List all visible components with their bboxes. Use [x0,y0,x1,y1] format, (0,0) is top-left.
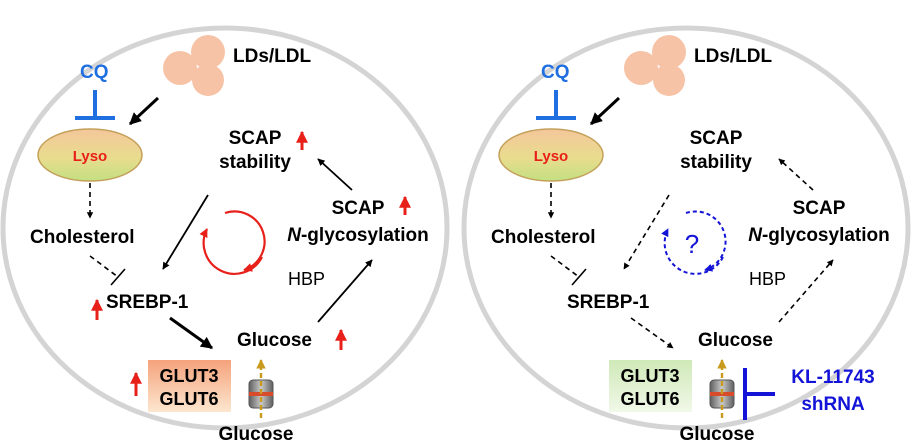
left-hbp-label: HBP [288,269,325,289]
right-srebp-label: SREBP-1 [567,292,650,313]
left-lds-label: LDs/LDL [233,46,312,67]
right-question-mark: ? [685,229,699,259]
left-cq-label: CQ [80,62,109,83]
right-inhibitor-label-2: shRNA [801,394,865,415]
left-scap-glyco-n: N [287,225,302,246]
left-scap-glyco-label-1: SCAP [332,198,385,219]
right-panel: LDs/LDL CQ Lyso Cholesterol SCAP stabili… [461,25,911,443]
left-lysosome [37,128,143,182]
right-glut6-label: GLUT6 [620,389,679,409]
left-glyco-to-stability-arrow [317,158,353,191]
right-cell-membrane [461,25,911,431]
right-glucose-outer-label: Glucose [680,424,755,443]
right-cholesterol-inhibit-bar [571,268,587,286]
left-srebp-label: SREBP-1 [106,292,189,313]
left-glucose-outer-label: Glucose [219,424,294,443]
left-lipid-droplets-icon [163,35,225,96]
left-glut6-label: GLUT6 [159,389,218,409]
right-glucose-inner-label: Glucose [698,330,773,351]
right-scap-stability-label-1: SCAP [690,128,743,149]
right-glut-box [609,360,692,412]
left-cholesterol-inhibit-bar [110,268,126,286]
right-cholesterol-label: Cholesterol [491,227,596,248]
left-glucose-inner-label: Glucose [237,330,312,351]
right-inhibitor-label-1: KL-11743 [791,367,874,388]
left-cell-membrane [0,25,450,431]
right-lyso-label: Lyso [534,148,568,165]
right-scap-glyco-rest: -glycosylation [762,225,890,246]
right-cq-label: CQ [541,62,570,83]
left-feedback-loop-icon [199,210,266,275]
left-scap-stability-label-2: stability [219,152,291,173]
right-lds-to-lyso-arrow [589,96,621,126]
right-lysosome [498,128,604,182]
right-lds-label: LDs/LDL [694,46,773,67]
right-scap-glyco-n: N [748,225,763,246]
right-hbp-label: HBP [749,269,786,289]
left-lds-to-lyso-arrow [128,96,160,126]
left-transporter-channel-icon [248,359,274,418]
right-transporter-channel-icon [709,359,735,418]
left-glucose-to-glyco-arrow [317,259,373,323]
right-cholesterol-inhibit-srebp [550,255,580,278]
left-stability-to-srebp-arrow [162,194,209,270]
left-panel: LDs/LDL CQ Lyso Cholesterol SCAP stabili… [0,25,450,443]
right-glucose-to-glyco-arrow [778,259,834,323]
right-lipid-droplets-icon [624,35,686,96]
left-srebp-to-glut-arrow [169,316,213,350]
left-cholesterol-inhibit-srebp [89,255,119,278]
right-glyco-to-stability-arrow [778,158,814,191]
left-glut3-label: GLUT3 [159,366,218,386]
right-glut3-label: GLUT3 [620,366,679,386]
right-scap-glyco-label-1: SCAP [793,198,846,219]
left-scap-glyco-rest: -glycosylation [301,225,429,246]
left-scap-glyco-label-2: N-glycosylation [287,225,428,246]
left-glut-box [148,360,231,412]
left-scap-stability-label-1: SCAP [229,128,282,149]
left-cholesterol-label: Cholesterol [30,227,135,248]
right-scap-glyco-label-2: N-glycosylation [748,225,889,246]
right-srebp-to-glut-arrow [630,317,674,349]
left-lyso-label: Lyso [73,148,107,165]
right-stability-to-srebp-arrow [623,194,670,270]
right-scap-stability-label-2: stability [680,152,752,173]
